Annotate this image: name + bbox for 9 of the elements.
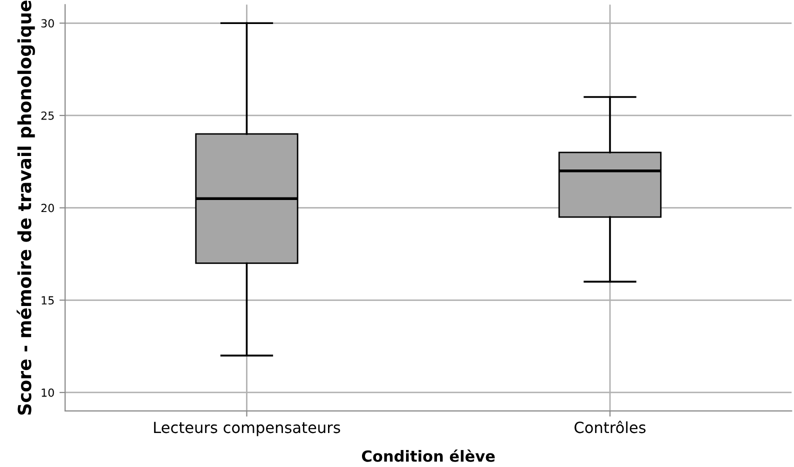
x-tick-label: Lecteurs compensateurs: [154, 422, 340, 436]
x-tick-label: Contrôles: [574, 420, 646, 434]
y-tick-label: 25: [41, 111, 54, 120]
y-tick-label: 20: [41, 204, 54, 212]
x-axis-title: Condition élève: [362, 449, 495, 462]
y-tick-label: 30: [41, 19, 54, 28]
y-tick-label: 15: [42, 296, 54, 305]
y-axis-title: Score - mémoire de travail phonologique: [16, 0, 35, 415]
y-tick-label: 10: [42, 388, 54, 397]
